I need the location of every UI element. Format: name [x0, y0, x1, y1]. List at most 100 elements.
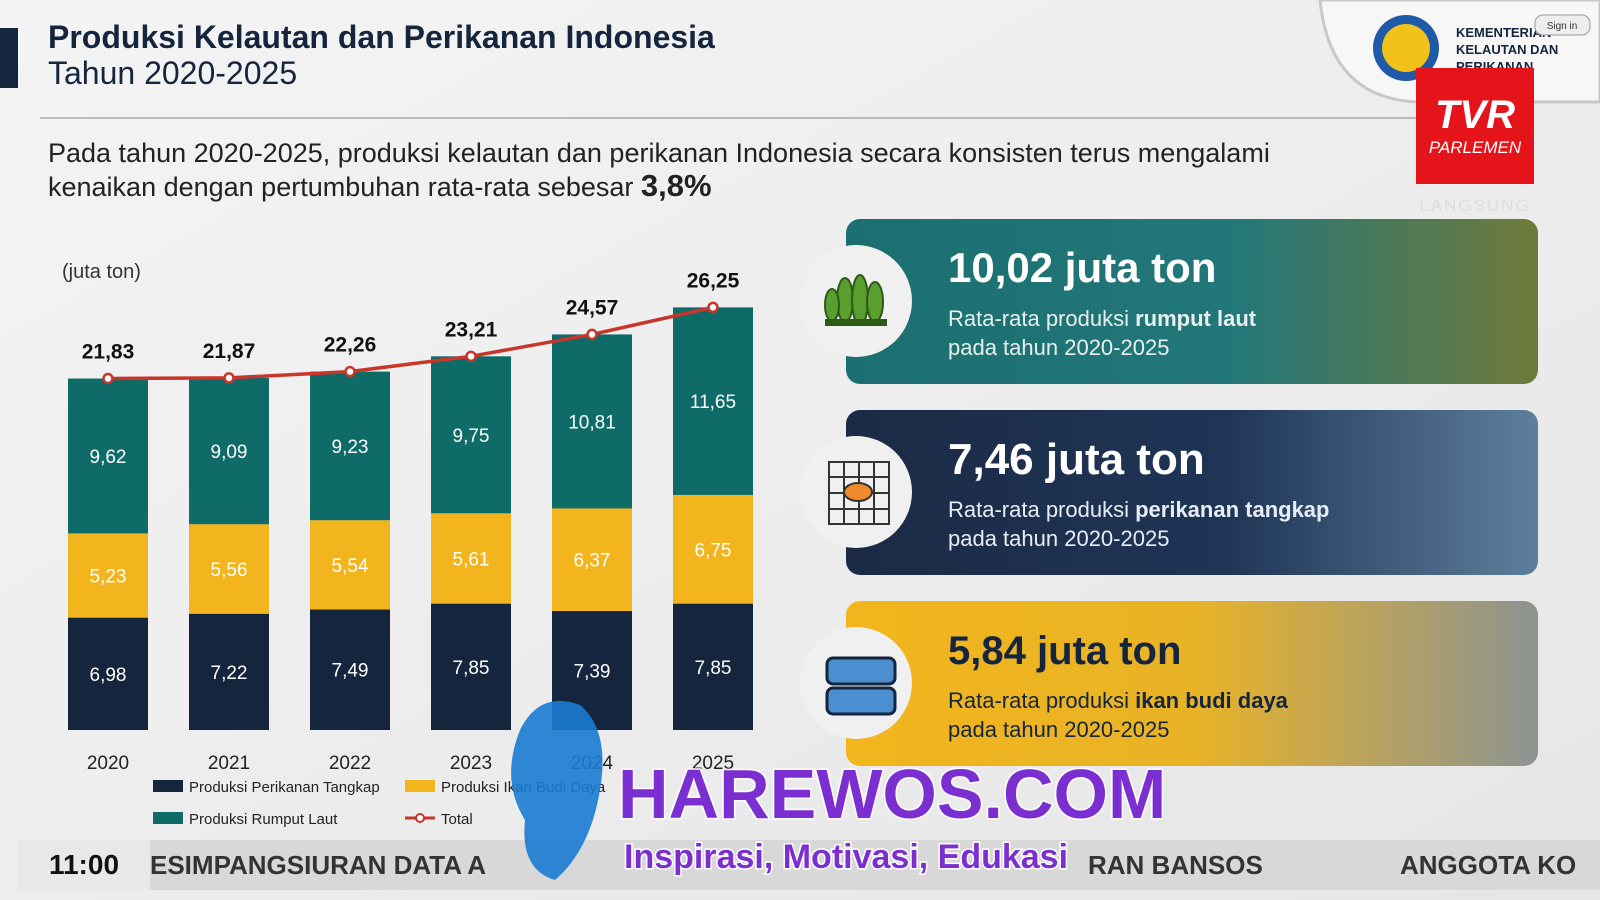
legend-swatch — [405, 780, 435, 792]
bar-segment — [310, 609, 390, 730]
legend-swatch — [415, 813, 425, 823]
bar-segment — [68, 617, 148, 730]
value-label: 10,81 — [568, 412, 616, 433]
value-label: 7,49 — [332, 661, 369, 682]
card-text-bold: perikanan tangkap — [1135, 497, 1329, 522]
total-label: 22,26 — [324, 334, 377, 357]
total-dot — [465, 350, 477, 363]
value-label: 7,85 — [453, 658, 490, 679]
card-text: Rata-rata produksi rumput laut — [948, 306, 1257, 331]
bar-segment — [310, 371, 390, 521]
logo-emblem — [1382, 24, 1430, 72]
value-label: 6,37 — [574, 551, 611, 572]
card-text-bold: ikan budi daya — [1135, 688, 1289, 713]
logo-text: KEMENTERIAN — [1456, 25, 1551, 40]
total-label: 23,21 — [445, 318, 498, 341]
card-bg — [846, 601, 1538, 766]
value-label: 9,62 — [90, 447, 127, 468]
total-line — [107, 305, 714, 381]
title-accent — [0, 28, 18, 88]
bar-segment — [431, 603, 511, 730]
time: 11:00 — [49, 849, 119, 880]
card-text: pada tahun 2020-2025 — [948, 717, 1169, 742]
card-bg — [846, 219, 1538, 384]
intro: kenaikan dengan pertumbuhan rata-rata se… — [48, 168, 712, 203]
value-label: 7,39 — [574, 662, 611, 683]
x-tick-label: 2020 — [87, 753, 129, 774]
sign-in-label[interactable]: Sign in — [1547, 21, 1578, 32]
card-text: pada tahun 2020-2025 — [948, 526, 1169, 551]
card-headline: 5,84 juta ton — [948, 629, 1181, 673]
watermark-tagline: Inspirasi, Motivasi, Edukasi — [624, 838, 1068, 876]
intro-text: kenaikan dengan pertumbuhan rata-rata se… — [48, 172, 633, 202]
total-label: 26,25 — [687, 269, 740, 292]
card: 7,46 juta ton Rata-rata produksi perikan… — [800, 410, 1538, 575]
value-label: 9,09 — [211, 442, 248, 463]
ticker-text: RAN BANSOS — [1088, 850, 1263, 880]
pond-icon — [825, 656, 897, 716]
subtitle: Tahun 2020-2025 — [48, 55, 297, 91]
value-label: 9,23 — [332, 437, 369, 458]
card-bg — [846, 410, 1538, 575]
channel-sub: PARLEMEN — [1429, 138, 1522, 157]
bar-segment — [552, 334, 632, 509]
total-dot — [102, 372, 114, 385]
ticker-text: ESIMPANGSIURAN DATA A — [150, 850, 486, 880]
sign-in-button[interactable] — [1534, 14, 1591, 36]
intro-highlight: 3,8% — [641, 168, 712, 203]
ticker-bar — [18, 840, 1600, 890]
value-label: 5,23 — [90, 567, 127, 588]
total-label: 21,87 — [203, 340, 256, 363]
legend-label: Produksi Rumput Laut — [189, 811, 338, 828]
value-label: 9,75 — [453, 426, 490, 447]
bar-segment — [552, 508, 632, 612]
card-text-part: Rata-rata produksi — [948, 688, 1135, 713]
value-label: 6,75 — [695, 540, 732, 561]
card: 5,84 juta ton Rata-rata produksi ikan bu… — [800, 601, 1538, 766]
card-text-part: Rata-rata produksi — [948, 497, 1135, 522]
value-label: 6,98 — [90, 665, 127, 686]
time-box — [18, 840, 150, 890]
total-label: 21,83 — [82, 341, 135, 364]
net-icon — [828, 461, 890, 525]
watermark-site: HAREWOS.COM — [618, 755, 1166, 833]
value-label: 7,22 — [211, 663, 248, 684]
bar-segment — [673, 307, 753, 495]
watermark: HAREWOS.COM Inspirasi, Motivasi, Edukasi — [511, 700, 1168, 880]
ticker-text: ANGGOTA KO — [1400, 850, 1576, 880]
seaweed-icon — [824, 274, 887, 326]
logo-text: KELAUTAN DAN — [1456, 42, 1558, 57]
value-label: 11,65 — [690, 392, 736, 413]
title: Produksi Kelautan dan Perikanan Indonesi… — [48, 19, 715, 55]
card-text: Rata-rata produksi ikan budi daya — [948, 688, 1289, 713]
intro: Pada tahun 2020-2025, produksi kelautan … — [48, 138, 1270, 168]
value-label: 5,54 — [332, 556, 369, 577]
bar-segment — [68, 533, 148, 618]
card-text: Rata-rata produksi perikanan tangkap — [948, 497, 1329, 522]
card-text-bold: rumput laut — [1135, 306, 1257, 331]
bar-segment — [189, 613, 269, 730]
total-dot — [223, 372, 235, 384]
value-label: 5,61 — [453, 549, 490, 570]
total-dot — [707, 301, 719, 314]
live-label: LANGSUNG — [1419, 196, 1530, 215]
legend-label: Total — [441, 811, 473, 828]
card-text-part: Rata-rata produksi — [948, 306, 1135, 331]
bar-segment — [189, 524, 269, 614]
card-text: pada tahun 2020-2025 — [948, 335, 1169, 360]
watermark-ear — [511, 700, 603, 880]
total-dot — [586, 328, 598, 341]
legend-swatch — [153, 780, 183, 792]
legend-swatch — [153, 812, 183, 824]
channel-name: TVR — [1435, 93, 1515, 137]
bar-segment — [673, 494, 753, 604]
bar-segment — [189, 377, 269, 525]
unit-label: (juta ton) — [62, 261, 141, 283]
bar-segment — [68, 378, 148, 534]
card-headline: 7,46 juta ton — [948, 435, 1205, 484]
bar-segment — [431, 513, 511, 604]
x-tick-label: 2022 — [329, 753, 371, 774]
total-dot — [344, 365, 356, 378]
